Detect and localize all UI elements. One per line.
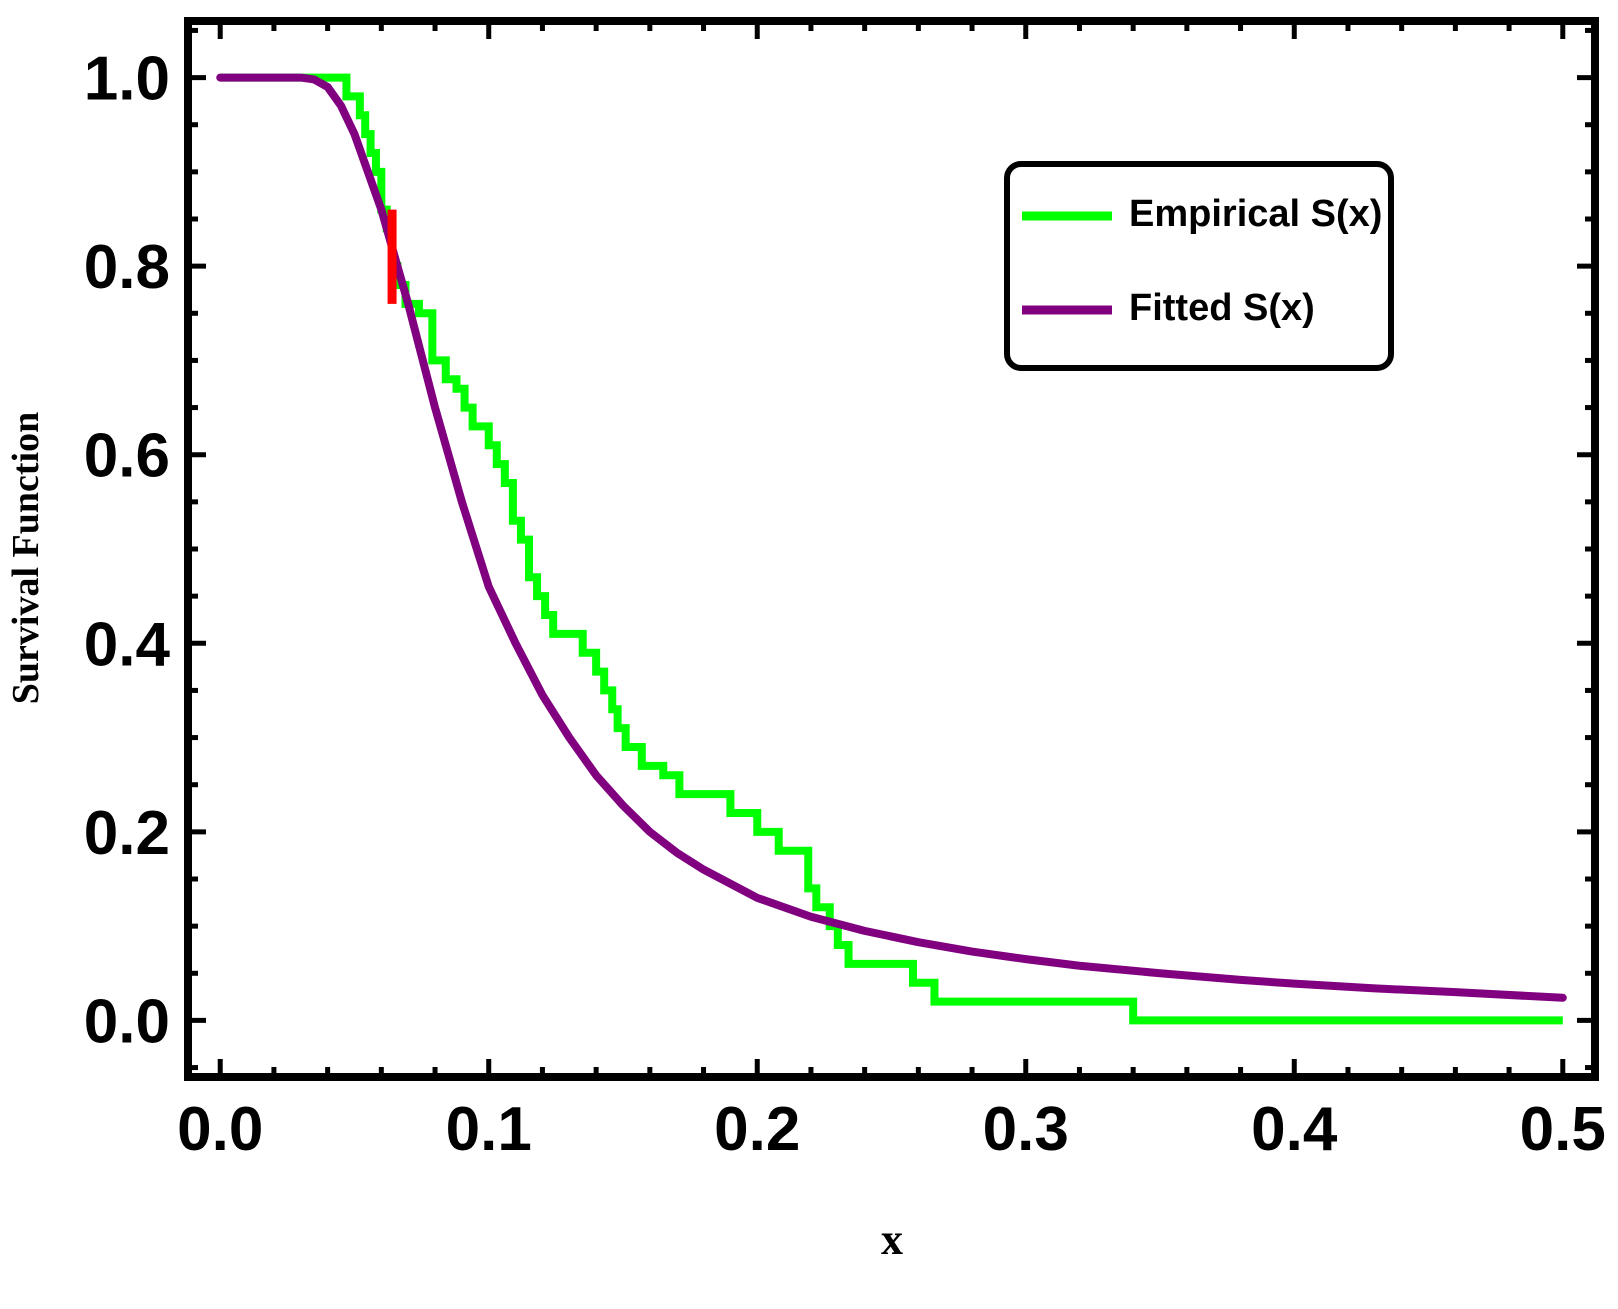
x-tick-label: 0.3 bbox=[983, 1095, 1069, 1164]
legend-empirical-label: Empirical S(x) bbox=[1129, 193, 1382, 235]
plot-frame bbox=[184, 17, 1599, 1081]
y-tick-label: 1.0 bbox=[84, 45, 170, 114]
x-tick-label: 0.5 bbox=[1520, 1095, 1606, 1164]
y-tick-label: 0.0 bbox=[84, 987, 170, 1056]
x-tick-label: 0.1 bbox=[446, 1095, 532, 1164]
y-axis-title: Survival Function bbox=[5, 412, 47, 704]
x-tick-label: 0.0 bbox=[177, 1095, 263, 1164]
legend-fitted-label: Fitted S(x) bbox=[1129, 287, 1315, 329]
tick-labels-layer: 0.0 0.1 0.2 0.3 0.4 0.5 0.0 0.2 0.4 0.6 0.8 1.0 bbox=[84, 45, 1606, 1164]
legend: Empirical S(x) Fitted S(x) bbox=[1004, 161, 1394, 371]
x-tick-label: 0.4 bbox=[1251, 1095, 1338, 1164]
fitted-survival-line bbox=[216, 73, 1567, 1002]
y-tick-label: 0.4 bbox=[84, 610, 171, 679]
y-tick-label: 0.8 bbox=[84, 233, 170, 302]
y-tick-label: 0.2 bbox=[84, 799, 170, 868]
x-axis-title: x bbox=[881, 1215, 903, 1264]
x-tick-label: 0.2 bbox=[714, 1095, 800, 1164]
y-tick-label: 0.6 bbox=[84, 422, 170, 491]
